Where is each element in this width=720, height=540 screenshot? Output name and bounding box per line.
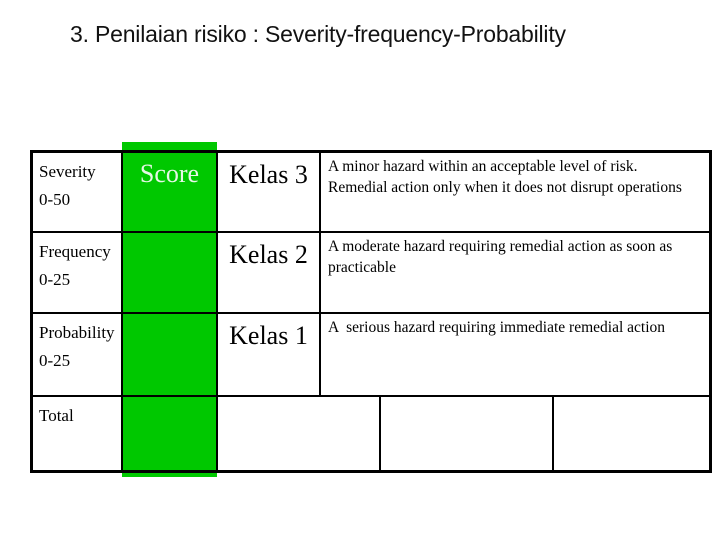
row-range-text: 0-50 [39,190,71,210]
row-range-text: 0-25 [39,270,71,290]
kelas-cell-3: Kelas 3 [217,152,320,232]
score-label: Score [139,159,200,188]
row-label-text: Severity [39,162,96,181]
row-label-total: Total [32,396,122,471]
description-kelas-1: A serious hazard requiring immediate rem… [320,313,710,396]
row-label-text: Probability [39,323,115,342]
row-label-severity: Severity 0-50 [32,152,122,232]
score-column-highlight [122,142,217,477]
score-header-cell: Score [122,152,217,232]
total-range-kelas-1: 61 - 100 Kelas 1 [553,396,710,471]
row-label-frequency: Frequency 0-25 [32,232,122,313]
score-green-cell [122,396,217,471]
row-label-text: Total [39,406,74,425]
description-kelas-2: A moderate hazard requiring remedial act… [320,232,710,313]
row-label-text: Frequency [39,242,111,261]
total-range-kelas-3: 0 -30 Kelas 3 [217,396,380,471]
total-range-kelas-2: 31-60 Kelas 2 [380,396,553,471]
kelas-cell-2: Kelas 2 [217,232,320,313]
risk-assessment-table: Severity 0-50 Score Kelas 3 A minor haza… [30,150,712,473]
kelas-cell-1: Kelas 1 [217,313,320,396]
score-green-cell [122,313,217,396]
row-label-probability: Probability 0-25 [32,313,122,396]
row-range-text: 0-25 [39,351,71,371]
score-green-cell [122,232,217,313]
description-kelas-3: A minor hazard within an acceptable leve… [320,152,710,232]
slide-title: 3. Penilaian risiko : Severity-frequency… [70,21,566,47]
